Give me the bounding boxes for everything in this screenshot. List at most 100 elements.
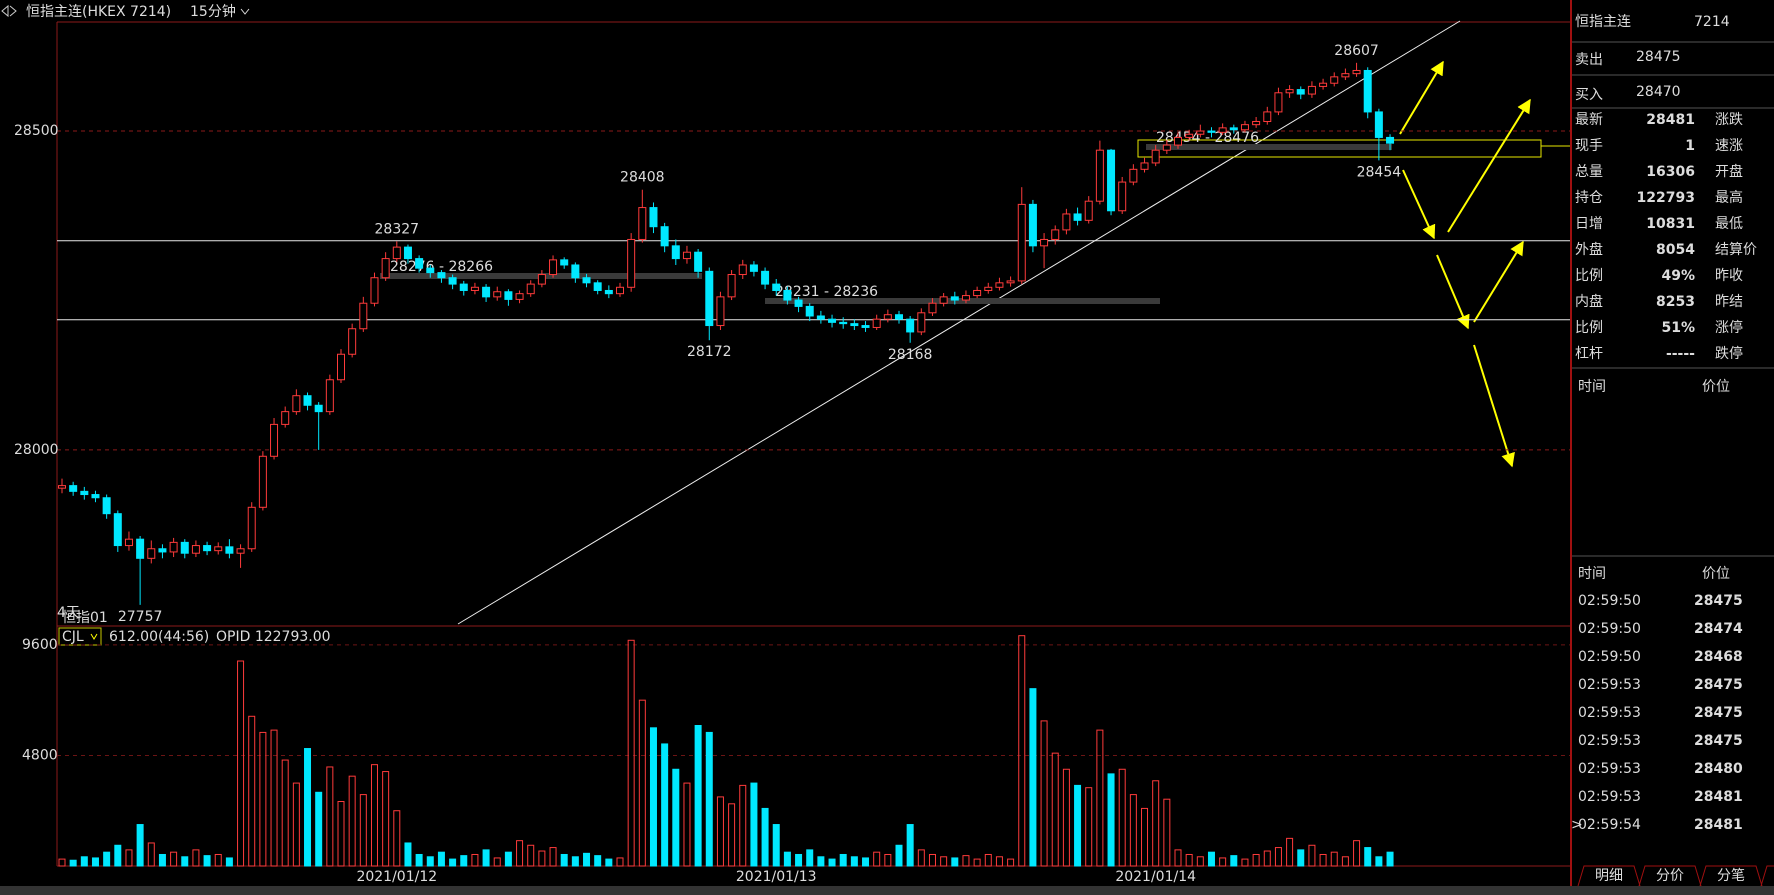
candle-body: [716, 296, 725, 327]
candle-body: [180, 541, 189, 554]
arrow[interactable]: [1402, 169, 1436, 240]
candle-body: [1185, 133, 1194, 138]
volume-bar: [1141, 807, 1149, 867]
candle-body: [816, 315, 825, 320]
arrow[interactable]: [1436, 254, 1470, 330]
volume-bar: [806, 849, 814, 867]
arrow[interactable]: [1447, 98, 1531, 233]
candle-body: [370, 277, 379, 304]
tab-shape[interactable]: [1699, 865, 1763, 887]
volume-bar: [560, 853, 568, 867]
volume-bar: [270, 729, 278, 867]
volume-bar: [225, 857, 233, 867]
candle-body: [794, 299, 803, 307]
trade-time: 02:59:50: [1578, 621, 1641, 637]
period-selector[interactable]: 15分钟: [190, 3, 236, 20]
range-bar: [1146, 144, 1392, 150]
quote-value: -----: [1666, 346, 1695, 362]
highlight-box[interactable]: [1137, 139, 1542, 158]
volume-bar: [694, 725, 702, 867]
volume-bar: [1096, 729, 1104, 867]
volume-bar: [962, 855, 970, 867]
tab-label[interactable]: 分价: [1656, 868, 1684, 884]
volume-bar: [884, 853, 892, 867]
candle-body: [147, 548, 156, 559]
volume-bar: [984, 853, 992, 867]
quote-label: 结算价: [1715, 242, 1757, 258]
period-caret[interactable]: [240, 8, 250, 15]
candle-body: [214, 546, 223, 552]
tab-shape[interactable]: [1638, 865, 1702, 887]
trade-time: 02:59:53: [1578, 677, 1641, 693]
candle-body: [984, 286, 993, 291]
candle-body: [403, 246, 412, 260]
volume-bar: [527, 844, 535, 867]
candle-body: [761, 270, 770, 285]
volume-bar: [817, 856, 825, 867]
candle-body: [1017, 203, 1026, 282]
candle-body: [783, 289, 792, 301]
candle-body: [671, 245, 680, 260]
candle-body: [113, 513, 122, 547]
candle-body: [1084, 200, 1093, 221]
high-label: 28408: [620, 170, 665, 186]
candle-body: [504, 291, 513, 300]
candle-body: [270, 423, 279, 457]
tab-shape[interactable]: [1577, 865, 1641, 887]
trades-header: 时间: [1578, 566, 1606, 582]
volume-bar: [873, 851, 881, 867]
tab-label[interactable]: 明细: [1595, 868, 1623, 884]
trade-time: 02:59:53: [1578, 705, 1641, 721]
candle-body: [348, 328, 357, 355]
quote-label: 内盘: [1575, 293, 1603, 310]
symbol-title: 恒指主连(HKEX 7214): [26, 4, 171, 20]
arrow[interactable]: [1399, 60, 1444, 135]
candle-body: [1330, 76, 1339, 84]
volume-bar: [571, 856, 579, 867]
trade-price: 28475: [1694, 733, 1743, 749]
candle-body: [738, 264, 747, 276]
candle-body: [1352, 69, 1361, 75]
volume-bar: [58, 858, 66, 867]
indicator-name[interactable]: CJL: [62, 629, 84, 645]
bid-label: 买入: [1575, 87, 1603, 103]
high-label: 28327: [375, 221, 420, 237]
indicator-caret[interactable]: [90, 633, 98, 640]
volume-bar: [393, 810, 401, 867]
volume-bar: [1319, 853, 1327, 867]
arrow[interactable]: [1473, 344, 1515, 468]
tab-label[interactable]: 分笔: [1717, 868, 1745, 884]
volume-bar: [147, 842, 155, 867]
quote-label: 日增: [1575, 216, 1603, 232]
candle-body: [582, 277, 591, 284]
volume-bar: [705, 731, 713, 867]
candle-body: [995, 282, 1004, 288]
volume-bar: [1163, 798, 1171, 867]
candle-body: [91, 494, 100, 499]
ask-price: 28475: [1636, 49, 1681, 65]
trend-line[interactable]: [457, 20, 1461, 625]
volume-bar: [1129, 794, 1137, 867]
candle-body: [1162, 144, 1171, 151]
volume-bar: [1074, 784, 1082, 867]
volume-bar: [158, 853, 166, 867]
range-label: 28231 - 28236: [775, 284, 878, 300]
toolbar-icon[interactable]: [1, 4, 17, 18]
volume-bar: [940, 856, 948, 867]
candle-body: [549, 259, 558, 276]
quote-value: 1: [1685, 138, 1695, 154]
indicator-box[interactable]: [58, 627, 102, 646]
x-tick-label: 2021/01/12: [356, 869, 437, 885]
arrow[interactable]: [1473, 240, 1524, 323]
volume-bar: [326, 766, 334, 867]
volume-bar: [850, 856, 858, 867]
volume-bar: [672, 768, 680, 867]
candle-body: [437, 272, 446, 279]
volume-bar: [951, 857, 959, 867]
quote-label: 昨结: [1715, 294, 1743, 310]
candle-body: [102, 497, 111, 515]
quote-value: 16306: [1646, 164, 1695, 180]
tab-shape[interactable]: [1760, 865, 1774, 887]
candle-body: [638, 207, 647, 240]
